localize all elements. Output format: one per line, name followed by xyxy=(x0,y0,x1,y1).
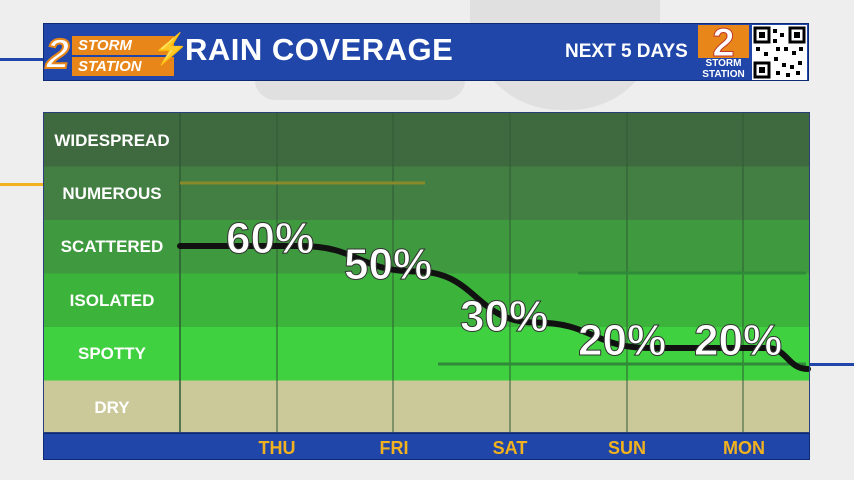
accent-line-left-blue xyxy=(0,58,44,61)
band-spotty xyxy=(44,327,809,381)
station-badge: 2 STORM STATION xyxy=(698,21,749,80)
category-dry: DRY xyxy=(94,398,130,417)
logo-text-bottom: STATION xyxy=(72,57,174,76)
band-dry xyxy=(44,380,809,434)
category-scattered: SCATTERED xyxy=(60,237,164,256)
page-title: RAIN COVERAGE xyxy=(185,32,454,67)
category-spotty: SPOTTY xyxy=(77,344,146,363)
band-scattered xyxy=(44,220,809,274)
accent-line-right-blue xyxy=(808,363,854,366)
category-numerous: NUMEROUS xyxy=(62,184,162,203)
percent-label-mon: 20% xyxy=(693,316,783,366)
category-isolated: ISOLATED xyxy=(69,291,155,310)
x-axis-bar xyxy=(43,433,810,460)
day-label-mon: MON xyxy=(723,438,765,458)
percent-label-sun: 20% xyxy=(577,316,667,366)
badge-text-top: STORM xyxy=(698,58,749,69)
day-label-thu: THU xyxy=(258,438,296,458)
band-numerous xyxy=(44,166,809,220)
accent-line-left-yellow xyxy=(0,183,44,186)
percent-label-thu: 60% xyxy=(225,214,315,264)
chart-frame xyxy=(43,112,810,433)
logo-number: 2 xyxy=(45,29,70,78)
header-bar: STORM STATION 2 ⚡ RAIN COVERAGE NEXT 5 D… xyxy=(43,21,809,81)
badge-number: 2 xyxy=(712,21,735,66)
percent-label-sat: 30% xyxy=(459,292,549,342)
day-label-fri: FRI xyxy=(379,438,409,458)
page-subtitle: NEXT 5 DAYS xyxy=(565,41,688,62)
coverage-curve xyxy=(177,242,811,372)
percent-label-fri: 50% xyxy=(343,240,433,290)
storm-station-logo: STORM STATION 2 ⚡ xyxy=(45,26,189,78)
band-widespread xyxy=(44,113,809,167)
band-isolated xyxy=(44,273,809,327)
qr-code-icon xyxy=(752,25,807,80)
lightning-bolt-icon: ⚡ xyxy=(152,33,190,66)
logo-text-top: STORM xyxy=(72,36,174,55)
badge-text-bottom: STATION xyxy=(698,69,749,80)
category-widespread: WIDESPREAD xyxy=(54,131,170,150)
day-label-sat: SAT xyxy=(492,438,528,458)
day-label-sun: SUN xyxy=(607,438,646,458)
